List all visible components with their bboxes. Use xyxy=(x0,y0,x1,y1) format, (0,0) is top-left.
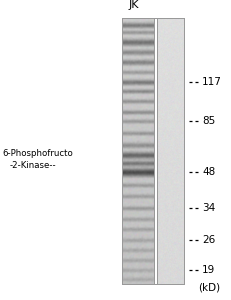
Text: 117: 117 xyxy=(201,77,221,87)
Text: JK: JK xyxy=(128,0,139,10)
Text: 26: 26 xyxy=(201,235,214,245)
Text: 19: 19 xyxy=(201,265,214,275)
Text: 34: 34 xyxy=(201,203,214,213)
Text: 85: 85 xyxy=(201,116,214,126)
Text: (kD): (kD) xyxy=(197,283,219,293)
Text: 6-Phosphofructo: 6-Phosphofructo xyxy=(2,148,73,158)
Text: 48: 48 xyxy=(201,167,214,177)
Text: -2-Kinase--: -2-Kinase-- xyxy=(10,160,56,169)
